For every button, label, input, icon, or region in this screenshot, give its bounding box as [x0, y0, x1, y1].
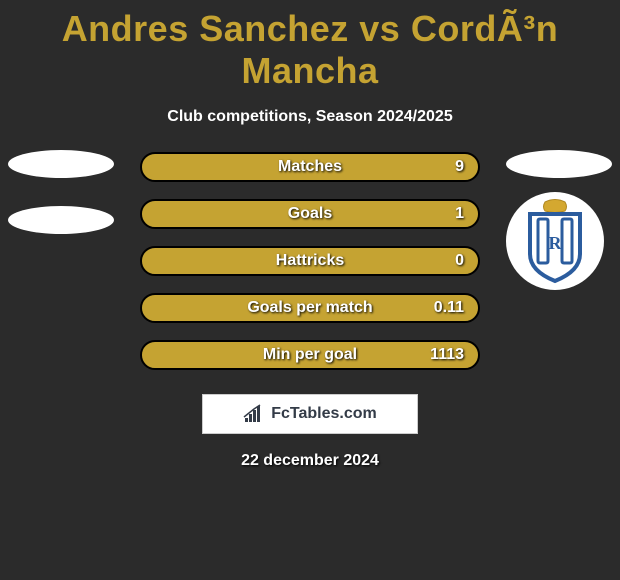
stat-value: 0 [455, 252, 464, 270]
chart-icon [243, 404, 267, 424]
stat-label: Goals [288, 205, 332, 223]
club-emblem-icon: R [520, 199, 590, 284]
content-area: R Matches 9 Goals 1 Hattricks 0 Goals pe… [0, 150, 620, 470]
stat-bar: Goals per match 0.11 [140, 293, 480, 323]
right-player-badges: R [506, 150, 612, 290]
stat-label: Matches [278, 158, 342, 176]
stats-container: Matches 9 Goals 1 Hattricks 0 Goals per … [140, 150, 480, 370]
club-badge-placeholder [8, 206, 114, 234]
stat-value: 9 [455, 158, 464, 176]
stat-label: Goals per match [247, 299, 372, 317]
stat-value: 1113 [430, 346, 464, 364]
stat-label: Hattricks [276, 252, 344, 270]
stat-bar: Hattricks 0 [140, 246, 480, 276]
stat-value: 1 [455, 205, 464, 223]
brand-box[interactable]: FcTables.com [202, 394, 418, 434]
subtitle: Club competitions, Season 2024/2025 [0, 108, 620, 126]
svg-text:R: R [549, 233, 563, 253]
left-player-badges [8, 150, 114, 234]
stat-label: Min per goal [263, 346, 357, 364]
stat-bar: Matches 9 [140, 152, 480, 182]
brand-text: FcTables.com [271, 405, 377, 423]
stat-bar: Goals 1 [140, 199, 480, 229]
player-badge-placeholder [506, 150, 612, 178]
player-badge-placeholder [8, 150, 114, 178]
stat-bar: Min per goal 1113 [140, 340, 480, 370]
date-text: 22 december 2024 [0, 452, 620, 470]
comparison-title: Andres Sanchez vs CordÃ³n Mancha [0, 0, 620, 92]
stat-value: 0.11 [434, 299, 464, 317]
club-badge: R [506, 192, 604, 290]
